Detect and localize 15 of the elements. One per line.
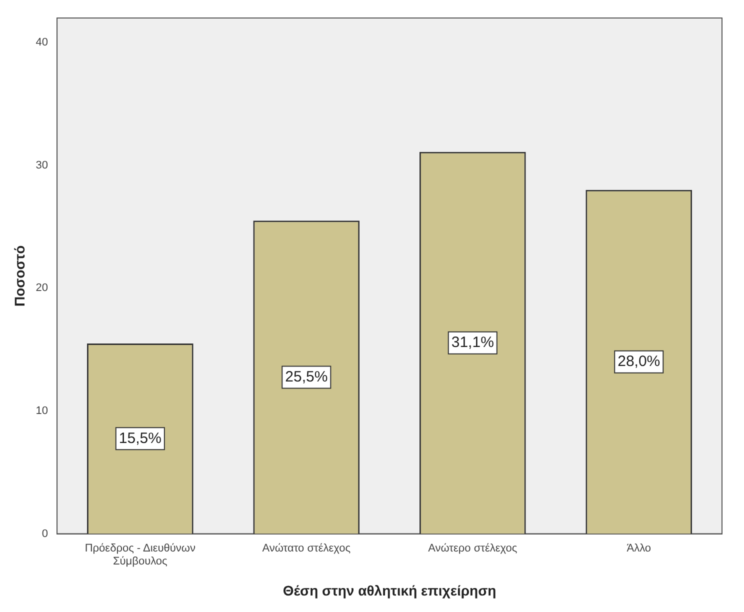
data-label: 15,5% — [118, 430, 162, 447]
y-tick-label: 10 — [36, 405, 48, 418]
y-tick-label: 40 — [36, 36, 48, 49]
x-tick-label: Πρόεδρος - Διευθύνων Σύμβουλος — [84, 542, 196, 568]
data-label: 25,5% — [285, 368, 328, 386]
y-axis-title: Ποσοστό — [11, 245, 28, 306]
y-tick-label: 0 — [42, 528, 48, 540]
x-tick-label: Ανώτατο στέλεχος — [262, 542, 351, 554]
data-label: 31,1% — [451, 334, 494, 351]
x-axis-title: Θέση στην αθλητική επιχείρηση — [282, 582, 496, 598]
x-tick-label: Άλλο — [626, 542, 652, 554]
data-label: 28,0% — [618, 353, 660, 370]
y-tick-label: 20 — [36, 282, 48, 294]
y-tick-label: 30 — [36, 159, 48, 172]
x-tick-label: Ανώτερο στέλεχος — [428, 542, 518, 554]
